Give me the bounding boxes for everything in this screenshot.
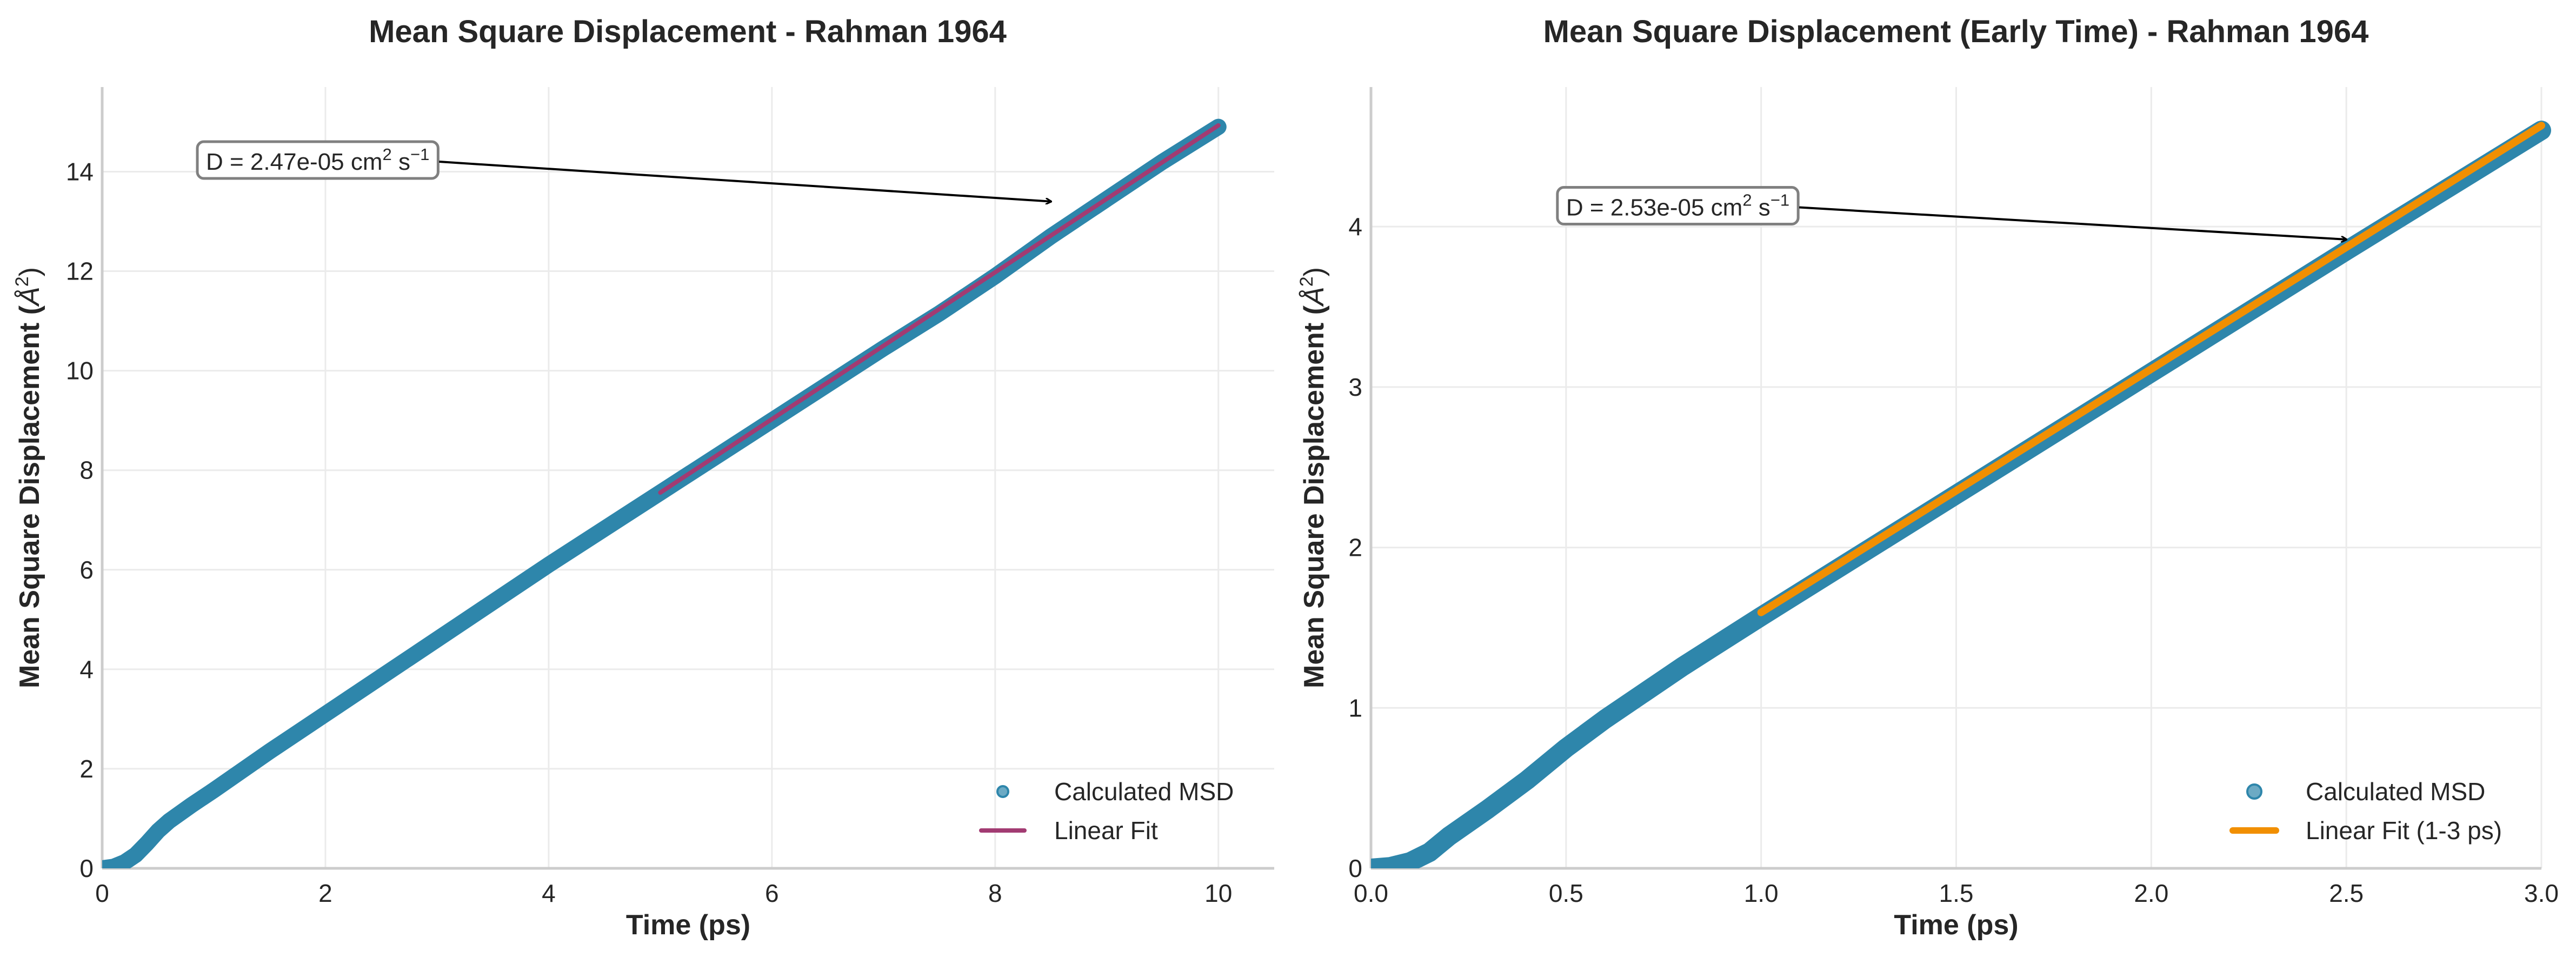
y-axis-label-close: ): [1299, 267, 1330, 276]
y-axis-label-sup: 2: [12, 276, 32, 287]
msd-early-time-chart: 0.0 0.5 1.0 1.5 2.0 2.5 3.0 0 1 2 3 4 Mean Square Di…: [1296, 14, 2559, 941]
y-tick-label: 0: [79, 854, 94, 882]
x-tick-label: 0.0: [1354, 879, 1388, 907]
y-tick-label: 2: [1348, 534, 1362, 562]
annotation-prefix: D = 2.47e-05 cm: [206, 149, 382, 175]
annotation-sup: 2: [1742, 191, 1752, 210]
legend-marker-calculated-msd: [996, 785, 1009, 798]
x-tick-label: 3.0: [2524, 879, 2559, 907]
x-tick-label: 1.5: [1939, 879, 1974, 907]
legend-marker-calculated-msd: [2246, 783, 2262, 800]
annotation-text: D = 2.47e-05 cm2 s−1: [206, 145, 429, 175]
x-tick-label: 10: [1204, 879, 1232, 907]
chart-title: Mean Square Displacement - Rahman 1964: [369, 14, 1007, 49]
y-axis-label: Mean Square Displacement (Å2): [1296, 267, 1330, 688]
y-tick-label: 14: [66, 157, 94, 185]
x-tick-label: 1.0: [1744, 879, 1779, 907]
x-tick-label: 8: [988, 879, 1002, 907]
x-tick-label: 2.0: [2134, 879, 2168, 907]
chart-title: Mean Square Displacement (Early Time) - …: [1543, 14, 2369, 49]
annotation-sup: 2: [383, 145, 392, 164]
y-axis-label: Mean Square Displacement (Å2): [12, 267, 45, 688]
y-tick-label: 4: [79, 655, 94, 683]
x-tick-label: 4: [542, 879, 556, 907]
annotation-arrow: [439, 161, 1051, 202]
series-linear-fit: [1757, 122, 2545, 616]
annotation-mid: s: [1752, 195, 1770, 221]
x-axis-label: Time (ps): [1894, 909, 2018, 941]
y-tick-label: 6: [79, 556, 94, 584]
y-tick-label: 1: [1348, 694, 1362, 722]
annotation-text: D = 2.53e-05 cm2 s−1: [1566, 191, 1789, 221]
y-tick-label: 3: [1348, 373, 1362, 401]
x-tick-label: 0: [95, 879, 109, 907]
annotation-sup: −1: [1770, 191, 1789, 210]
y-axis-label-main: Mean Square Displacement (: [14, 305, 45, 688]
x-tick-label: 0.5: [1549, 879, 1583, 907]
annotation-box: [196, 140, 440, 180]
y-tick-label: 0: [1348, 854, 1362, 882]
y-axis-label-close: ): [14, 267, 45, 276]
x-tick-label: 2: [318, 879, 332, 907]
annotation-prefix: D = 2.53e-05 cm: [1566, 195, 1743, 221]
y-tick-label: 12: [66, 257, 94, 285]
y-axis-label-unit: Å: [1299, 287, 1330, 307]
annotation-sup: −1: [410, 145, 429, 164]
x-tick-label: 6: [765, 879, 779, 907]
y-axis-label-main: Mean Square Displacement (: [1299, 305, 1330, 688]
annotation-box: [1556, 186, 1800, 226]
msd-full-chart: 0 2 4 6 8 10 0 2 4 6 8 10 12 14 Mean Square Displaceme…: [12, 14, 1274, 941]
x-tick-label: 2.5: [2329, 879, 2364, 907]
y-tick-label: 2: [79, 755, 94, 783]
annotation-arrow: [1799, 206, 2346, 240]
y-tick-label: 10: [66, 357, 94, 385]
x-axis-label: Time (ps): [626, 909, 750, 941]
y-axis-label-sup: 2: [1296, 276, 1317, 287]
series-linear-fit: [658, 123, 1221, 495]
legend-label-linear-fit: Linear Fit (1-3 ps): [2306, 816, 2502, 845]
legend-label-calculated-msd: Calculated MSD: [1054, 777, 1234, 806]
legend-label-calculated-msd: Calculated MSD: [2306, 777, 2485, 806]
y-tick-label: 4: [1348, 212, 1362, 241]
annotation-mid: s: [392, 149, 410, 175]
y-tick-label: 8: [79, 456, 94, 484]
legend-label-linear-fit: Linear Fit: [1054, 816, 1158, 845]
y-axis-label-unit: Å: [14, 287, 45, 307]
